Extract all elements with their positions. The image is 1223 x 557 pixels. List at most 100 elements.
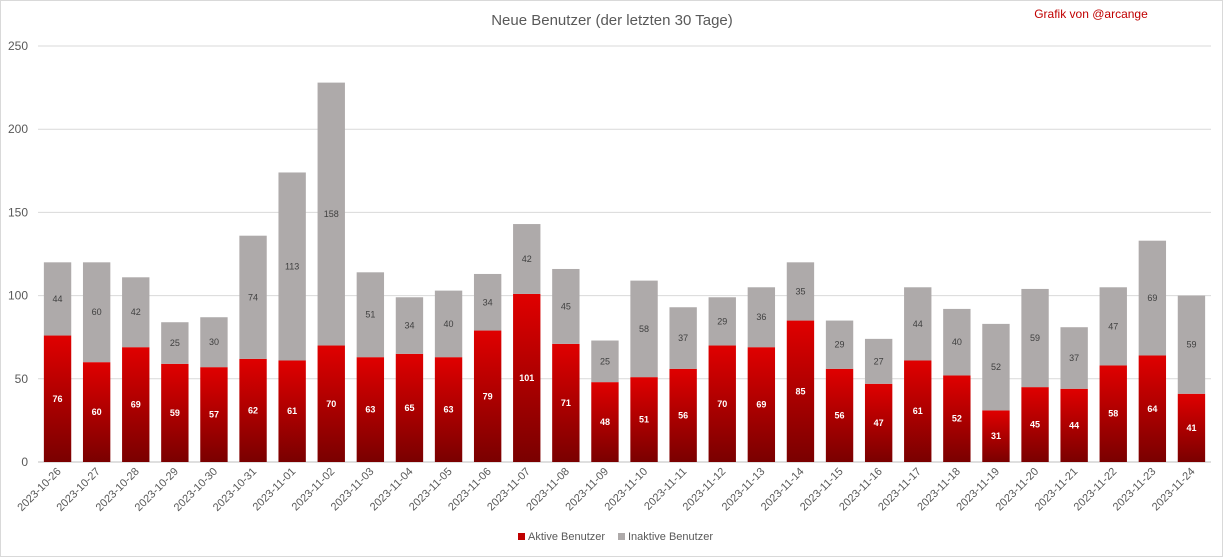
bar-inactive	[278, 172, 306, 361]
data-label-active: 56	[835, 410, 845, 420]
legend: Aktive Benutzer Inaktive Benutzer	[518, 531, 713, 543]
data-label-inactive: 34	[483, 297, 493, 307]
bar-inactive	[1177, 295, 1206, 394]
data-label-inactive: 44	[913, 319, 923, 329]
bar-inactive	[591, 340, 619, 383]
data-label-inactive: 47	[1108, 321, 1118, 331]
data-label-inactive: 51	[365, 310, 375, 320]
data-label-active: 70	[717, 399, 727, 409]
bar-inactive	[552, 268, 580, 344]
data-label-active: 101	[519, 373, 534, 383]
data-label-inactive: 27	[874, 356, 884, 366]
data-label-inactive: 29	[717, 316, 727, 326]
bar-active	[356, 357, 385, 462]
bar-inactive	[943, 308, 971, 376]
data-label-active: 62	[248, 405, 258, 415]
bar-active	[1177, 393, 1206, 462]
bar-active	[1099, 365, 1127, 462]
chart-title: Neue Benutzer (der letzten 30 Tage)	[491, 12, 733, 29]
bar-inactive	[669, 307, 697, 369]
data-label-inactive: 37	[678, 333, 688, 343]
data-label-active: 71	[561, 398, 571, 408]
bar-active	[786, 320, 815, 462]
bar-active	[43, 335, 72, 462]
data-label-active: 48	[600, 417, 610, 427]
data-label-inactive: 25	[600, 356, 610, 366]
bar-active	[161, 363, 189, 462]
bar-inactive	[825, 320, 854, 369]
bar-inactive	[747, 287, 776, 348]
data-label-inactive: 36	[756, 312, 766, 322]
y-tick-label: 150	[8, 205, 28, 219]
data-label-active: 79	[483, 391, 493, 401]
bar-active	[239, 358, 267, 462]
bar-active	[904, 360, 932, 462]
bar-active	[82, 362, 111, 462]
bar-inactive	[630, 280, 658, 378]
bar-inactive	[513, 224, 541, 294]
data-label-inactive: 74	[248, 292, 258, 302]
bar-active	[513, 293, 541, 462]
data-label-inactive: 34	[404, 321, 414, 331]
bars: 76 44 60 60 69 42 59 25 57 30 62 74 61 113 70 158 63 51 65…	[43, 82, 1206, 462]
bar-inactive	[356, 272, 385, 358]
bar-inactive	[239, 235, 267, 359]
bar-active	[982, 410, 1010, 462]
data-label-active: 61	[913, 406, 923, 416]
data-label-active: 65	[404, 403, 414, 413]
data-label-inactive: 40	[444, 319, 454, 329]
bar-inactive	[122, 277, 150, 348]
data-label-active: 56	[678, 410, 688, 420]
bar-inactive	[1021, 288, 1049, 388]
data-label-active: 52	[952, 414, 962, 424]
bar-inactive	[317, 82, 345, 346]
data-label-active: 69	[756, 400, 766, 410]
bar-inactive	[1060, 327, 1088, 389]
data-label-inactive: 113	[285, 261, 299, 271]
x-axis: 2023-10-262023-10-272023-10-282023-10-29…	[15, 466, 1197, 514]
bar-active	[395, 353, 424, 462]
data-label-inactive: 44	[53, 294, 63, 304]
data-label-inactive: 158	[324, 209, 339, 219]
y-tick-label: 250	[8, 39, 28, 53]
data-label-active: 63	[365, 405, 375, 415]
data-label-active: 63	[444, 405, 454, 415]
bar-active	[1021, 387, 1049, 462]
bar-inactive	[904, 287, 932, 361]
data-label-inactive: 42	[522, 254, 532, 264]
legend-swatch-active	[518, 533, 525, 540]
legend-swatch-inactive	[618, 533, 625, 540]
bar-active	[825, 368, 854, 462]
bar-active	[1138, 355, 1167, 462]
data-label-inactive: 25	[170, 338, 180, 348]
gridlines	[38, 45, 1211, 463]
data-label-active: 69	[131, 400, 141, 410]
data-label-active: 44	[1069, 420, 1079, 430]
y-tick-label: 100	[8, 289, 28, 303]
bar-active	[1060, 388, 1088, 462]
data-label-active: 85	[795, 386, 805, 396]
bar-active	[669, 368, 697, 462]
data-label-inactive: 37	[1069, 353, 1079, 363]
bar-active	[943, 375, 971, 462]
data-label-inactive: 60	[92, 307, 102, 317]
bar-active	[708, 345, 736, 462]
data-label-active: 70	[326, 399, 336, 409]
data-label-inactive: 30	[209, 337, 219, 347]
y-tick-label: 50	[15, 372, 29, 386]
y-axis: 0 50 100 150 200 250	[8, 39, 28, 469]
bar-inactive	[473, 273, 502, 331]
y-tick-label: 0	[21, 455, 28, 469]
bar-active	[591, 382, 619, 462]
data-label-active: 41	[1186, 423, 1196, 433]
data-label-inactive: 59	[1186, 340, 1196, 350]
data-label-inactive: 58	[639, 324, 649, 334]
data-label-active: 76	[53, 394, 63, 404]
bar-inactive	[82, 262, 111, 363]
bar-inactive	[1099, 287, 1127, 366]
bar-inactive	[200, 317, 228, 368]
bar-active	[747, 347, 776, 462]
bar-active	[122, 347, 150, 462]
